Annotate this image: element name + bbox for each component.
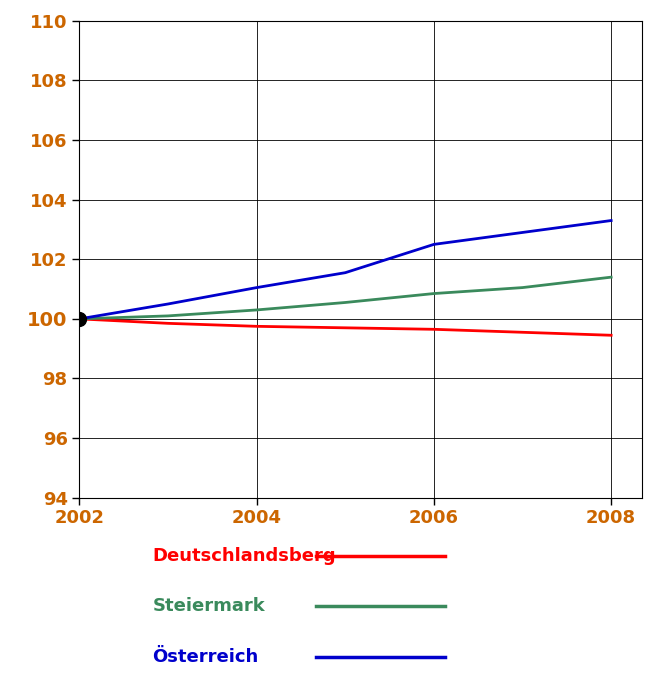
Text: Steiermark: Steiermark — [152, 597, 265, 615]
Text: Österreich: Österreich — [152, 648, 259, 666]
Text: Deutschlandsberg: Deutschlandsberg — [152, 547, 336, 565]
